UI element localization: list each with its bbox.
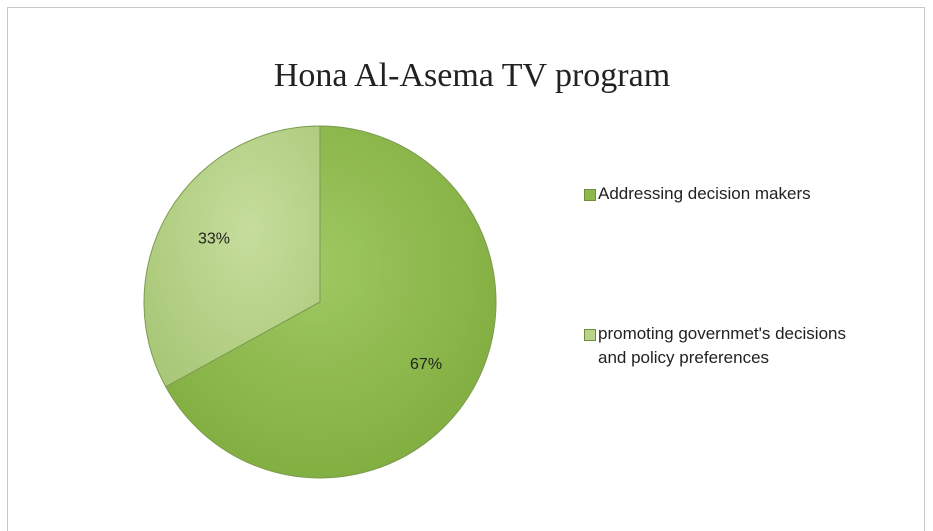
data-label: 33% (198, 231, 230, 248)
legend-swatch (584, 189, 596, 201)
legend-swatch (584, 329, 596, 341)
chart-title: Hona Al-Asema TV program (274, 57, 670, 94)
legend-entry: Addressing decision makers (584, 182, 858, 206)
legend-label: Addressing decision makers (598, 184, 811, 203)
data-label: 67% (410, 356, 442, 373)
legend-entry: promoting governmet's decisions and poli… (584, 322, 858, 370)
legend-label: promoting governmet's decisions and poli… (598, 324, 846, 367)
pie-slice (143, 125, 321, 388)
chart-frame (7, 7, 925, 531)
pie-slice (165, 125, 497, 479)
